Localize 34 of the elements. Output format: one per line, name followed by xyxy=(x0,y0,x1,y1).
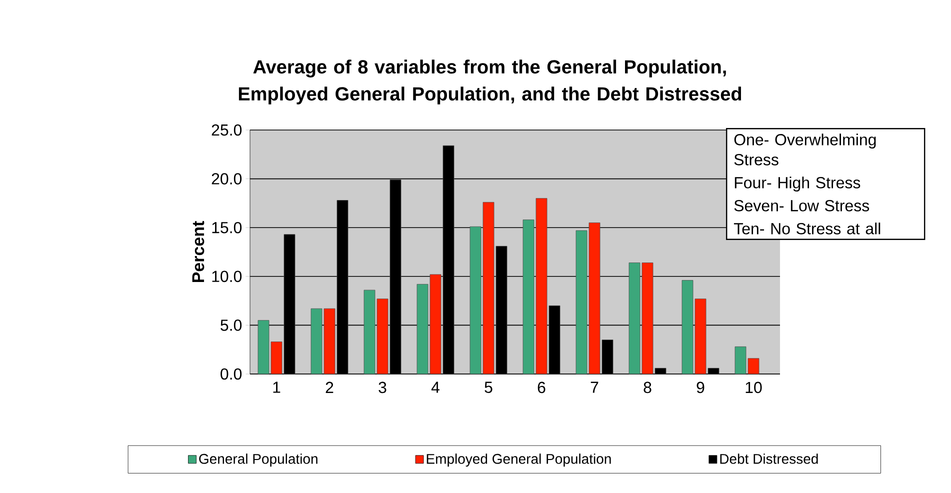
x-tick-label: 3 xyxy=(378,382,386,394)
x-tick-label: 5 xyxy=(484,382,492,393)
y-tick-label: 10.0 xyxy=(212,270,242,282)
x-tick-label: 1 xyxy=(273,382,280,393)
x-tick-label: 9 xyxy=(696,382,704,394)
bar xyxy=(470,226,482,374)
chart-title: Average of 8 variables from the General Population, Employed General Population, and the Debt Distressed xyxy=(238,60,742,104)
y-axis-title: Percent xyxy=(192,221,204,282)
x-tick-label: 2 xyxy=(326,382,334,393)
bar xyxy=(258,320,270,374)
x-tick-label: 6 xyxy=(538,382,546,394)
legend-label: Employed General Population xyxy=(426,454,611,467)
bar xyxy=(364,290,376,374)
y-tick-label: 0.0 xyxy=(220,368,242,380)
y-tick-label: 5.0 xyxy=(220,320,242,331)
annotation: Ten- No Stress at all xyxy=(734,222,880,234)
bar xyxy=(628,262,640,374)
bar xyxy=(522,220,534,374)
y-tick-label: 15.0 xyxy=(212,222,242,234)
x-tick-label: 7 xyxy=(590,382,598,393)
y-tick-label: 25.0 xyxy=(212,124,242,136)
legend-label: Debt Distressed xyxy=(720,454,818,464)
bar xyxy=(416,284,428,374)
annotation: Four- High Stress xyxy=(734,176,860,192)
x-tick-label: 4 xyxy=(431,382,440,393)
x-tick-label: 8 xyxy=(644,382,652,394)
annotation: One- Overwhelming Stress xyxy=(734,134,876,166)
y-tick-label: 20.0 xyxy=(212,173,242,184)
x-tick-label: 10 xyxy=(746,382,762,394)
bar xyxy=(682,280,694,374)
legend-label: General Population xyxy=(199,454,318,467)
bar xyxy=(310,308,322,374)
bar xyxy=(576,230,588,374)
annotation: Seven- Low Stress xyxy=(734,200,870,212)
